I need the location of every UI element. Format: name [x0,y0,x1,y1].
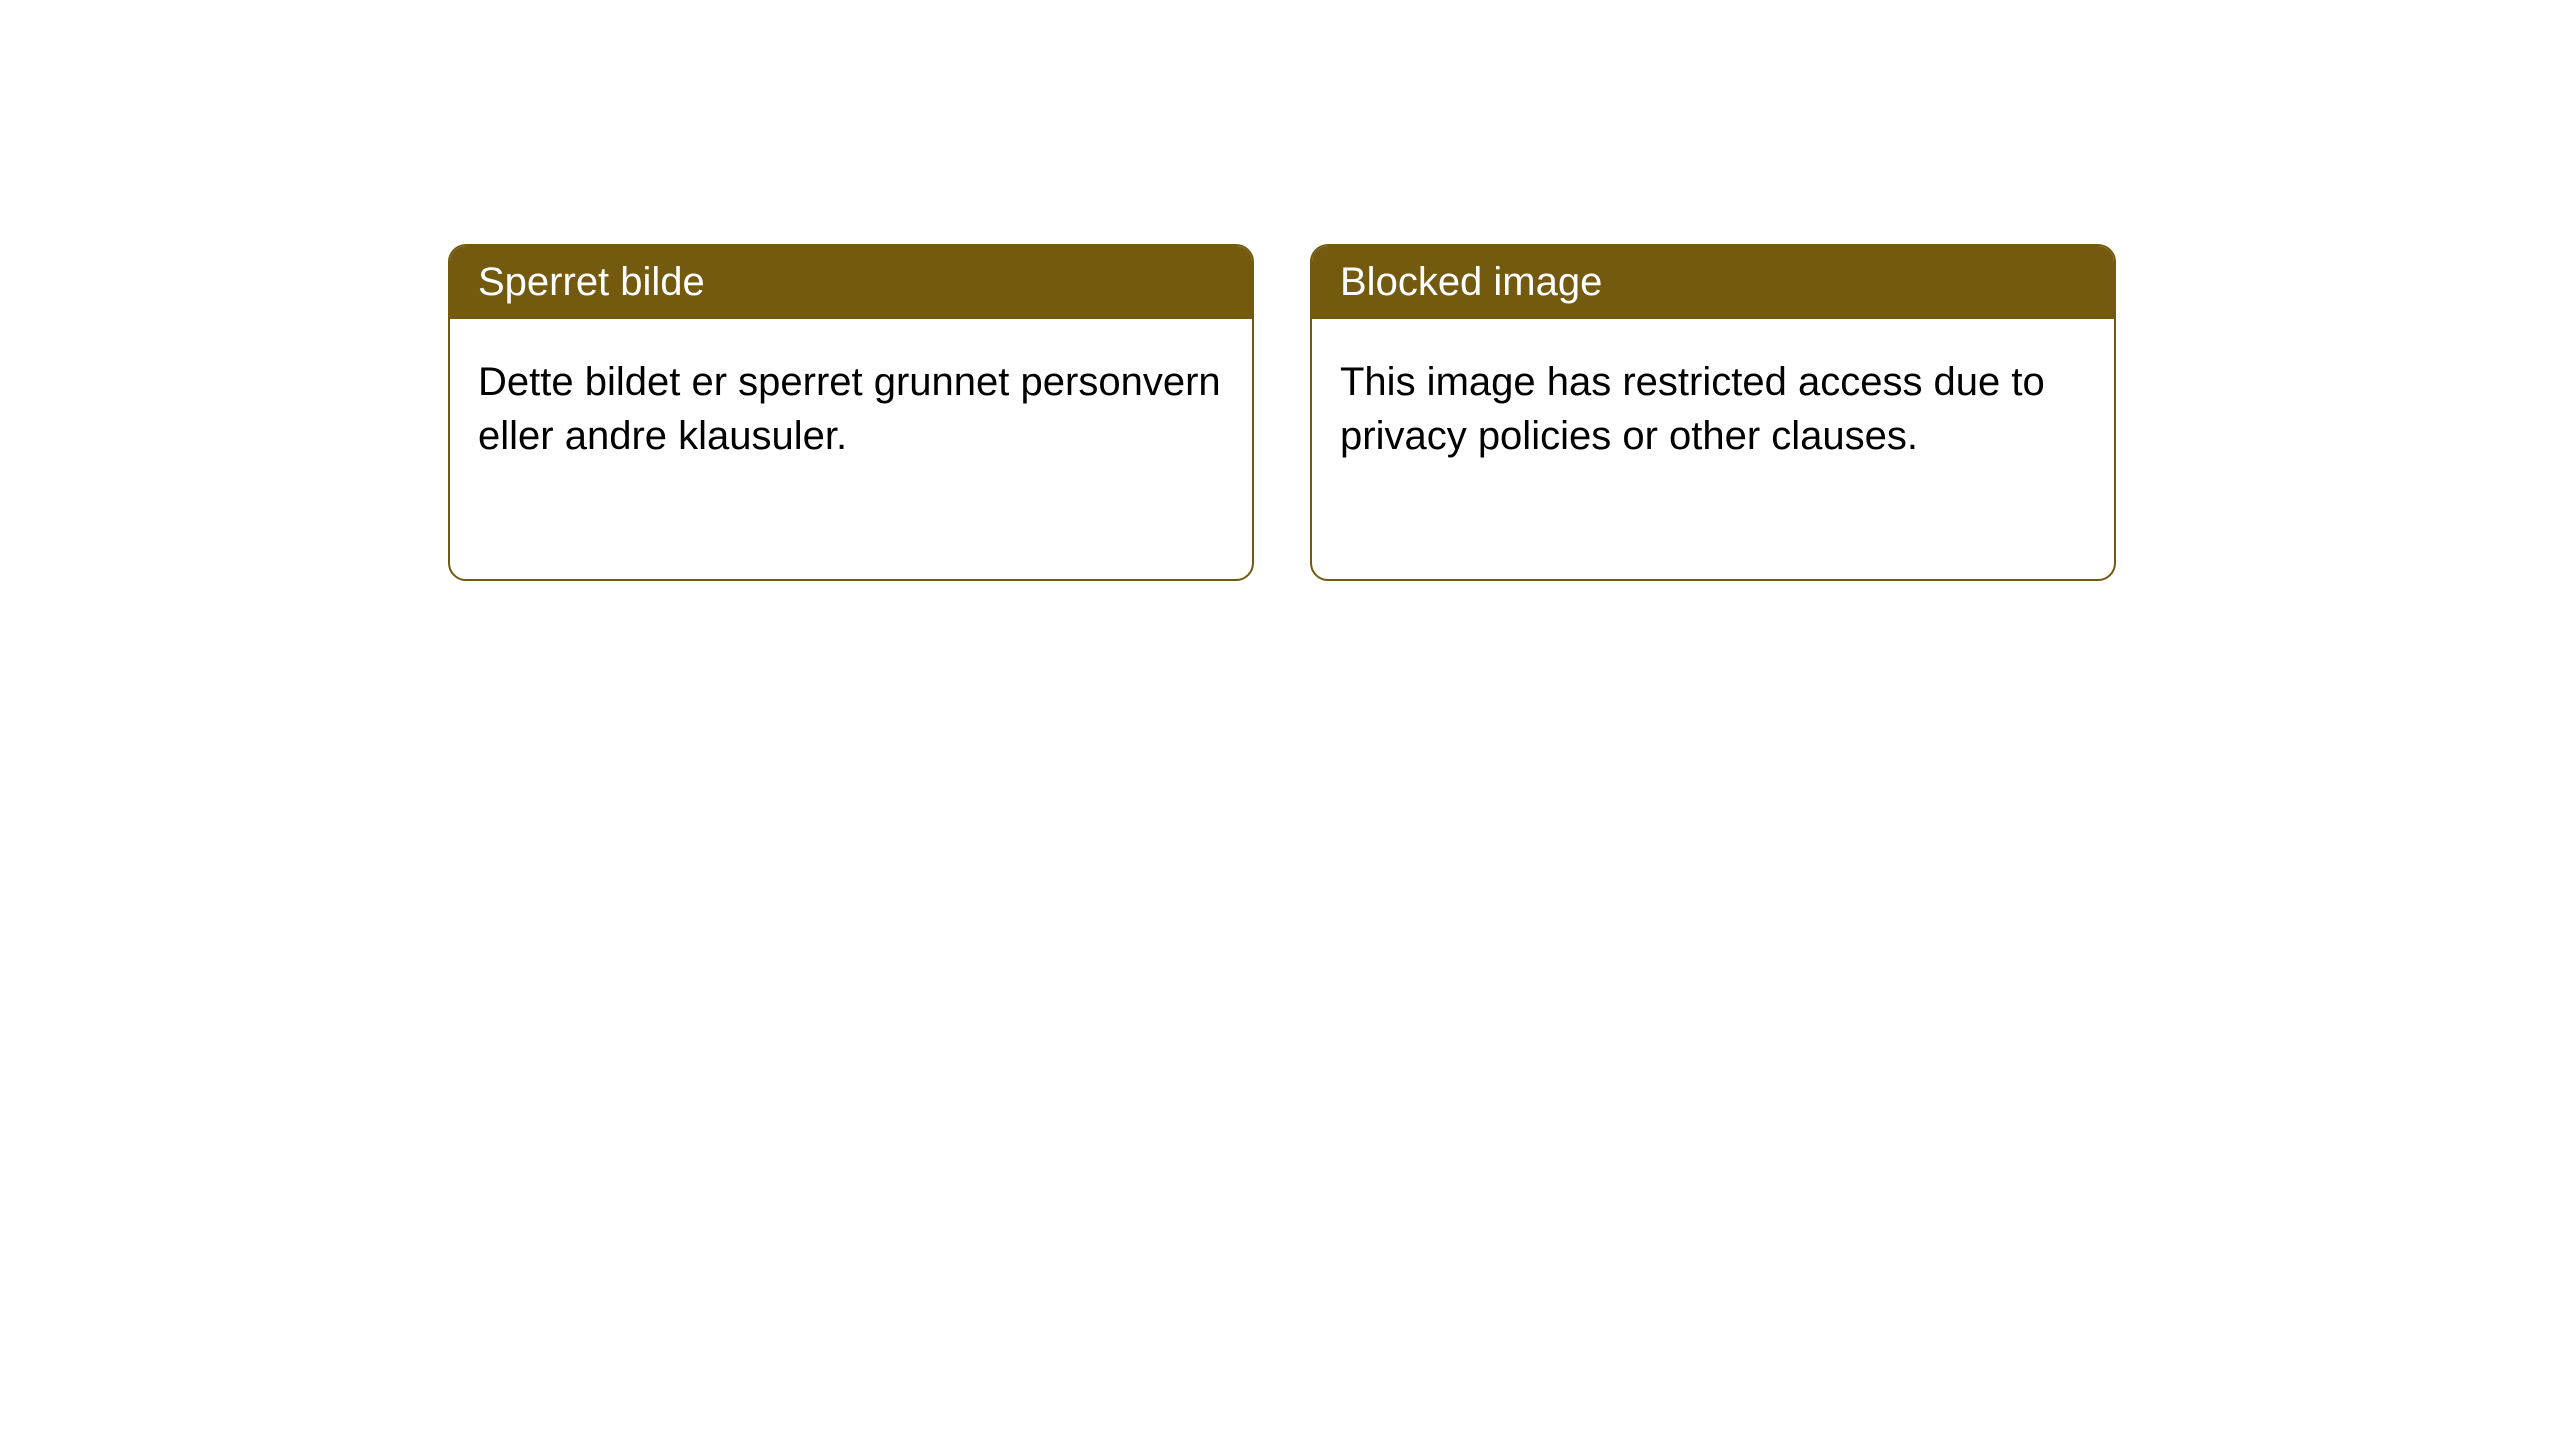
card-body: This image has restricted access due to … [1312,319,2114,579]
notice-cards-container: Sperret bilde Dette bildet er sperret gr… [448,244,2116,581]
card-title: Sperret bilde [478,260,705,304]
card-body: Dette bildet er sperret grunnet personve… [450,319,1252,579]
card-header: Blocked image [1312,246,2114,319]
card-header: Sperret bilde [450,246,1252,319]
card-body-text: This image has restricted access due to … [1340,360,2045,458]
notice-card-norwegian: Sperret bilde Dette bildet er sperret gr… [448,244,1254,581]
card-title: Blocked image [1340,260,1602,304]
card-body-text: Dette bildet er sperret grunnet personve… [478,360,1221,458]
notice-card-english: Blocked image This image has restricted … [1310,244,2116,581]
